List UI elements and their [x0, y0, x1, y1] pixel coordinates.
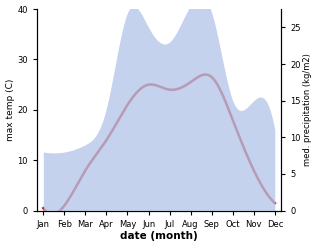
Y-axis label: med. precipitation (kg/m2): med. precipitation (kg/m2) [303, 53, 313, 166]
X-axis label: date (month): date (month) [120, 231, 198, 242]
Y-axis label: max temp (C): max temp (C) [5, 79, 15, 141]
